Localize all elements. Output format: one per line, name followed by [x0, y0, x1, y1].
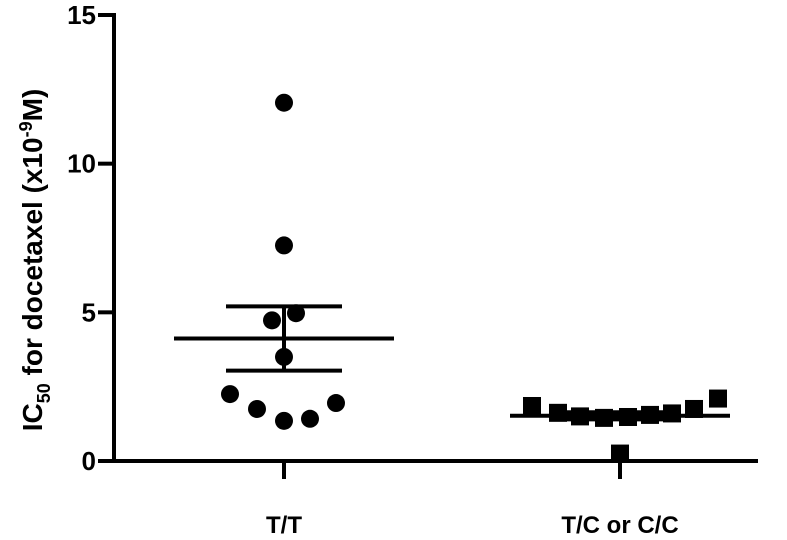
- y-axis-label-middle: for docetaxel (x10: [17, 137, 48, 383]
- data-point-circle: [275, 347, 293, 366]
- data-point-circle: [263, 311, 281, 330]
- data-point-square: [523, 396, 541, 415]
- data-point-circle: [327, 394, 345, 413]
- data-point-square: [685, 399, 703, 418]
- x-category-label: T/C or C/C: [561, 512, 678, 539]
- data-point-square: [619, 407, 637, 426]
- data-point-circle: [275, 411, 293, 430]
- data-point-square: [571, 407, 589, 426]
- data-point-circle: [275, 236, 293, 255]
- y-axis-label-subscript: 50: [34, 383, 54, 403]
- y-axis-label-superscript: -9: [16, 121, 36, 137]
- data-point-circle: [221, 385, 239, 404]
- data-point-square: [663, 404, 681, 423]
- y-axis-label-prefix: IC: [17, 403, 48, 431]
- data-point-square: [549, 403, 567, 422]
- y-tick-label: 0: [82, 446, 96, 476]
- data-point-square: [595, 408, 613, 427]
- data-point-circle: [275, 93, 293, 112]
- y-tick-label: 15: [67, 0, 96, 30]
- data-point-circle: [248, 399, 266, 418]
- data-point-circle: [287, 304, 305, 323]
- y-ticks: 0 5 10 15: [67, 0, 114, 476]
- y-tick-label: 5: [82, 297, 96, 327]
- data-point-square: [641, 405, 659, 424]
- data-marks: [174, 93, 730, 463]
- svg-text:IC50 for docetaxel (x10-9M): IC50 for docetaxel (x10-9M): [16, 89, 54, 432]
- data-point-square: [709, 389, 727, 408]
- y-axis-label-suffix: M): [17, 89, 48, 122]
- y-axis-label: IC50 for docetaxel (x10-9M): [16, 89, 54, 432]
- data-point-circle: [301, 409, 319, 428]
- x-ticks: T/T T/C or C/C: [266, 461, 679, 539]
- y-tick-label: 10: [67, 149, 96, 179]
- x-category-label: T/T: [266, 512, 302, 539]
- data-point-square: [611, 444, 629, 463]
